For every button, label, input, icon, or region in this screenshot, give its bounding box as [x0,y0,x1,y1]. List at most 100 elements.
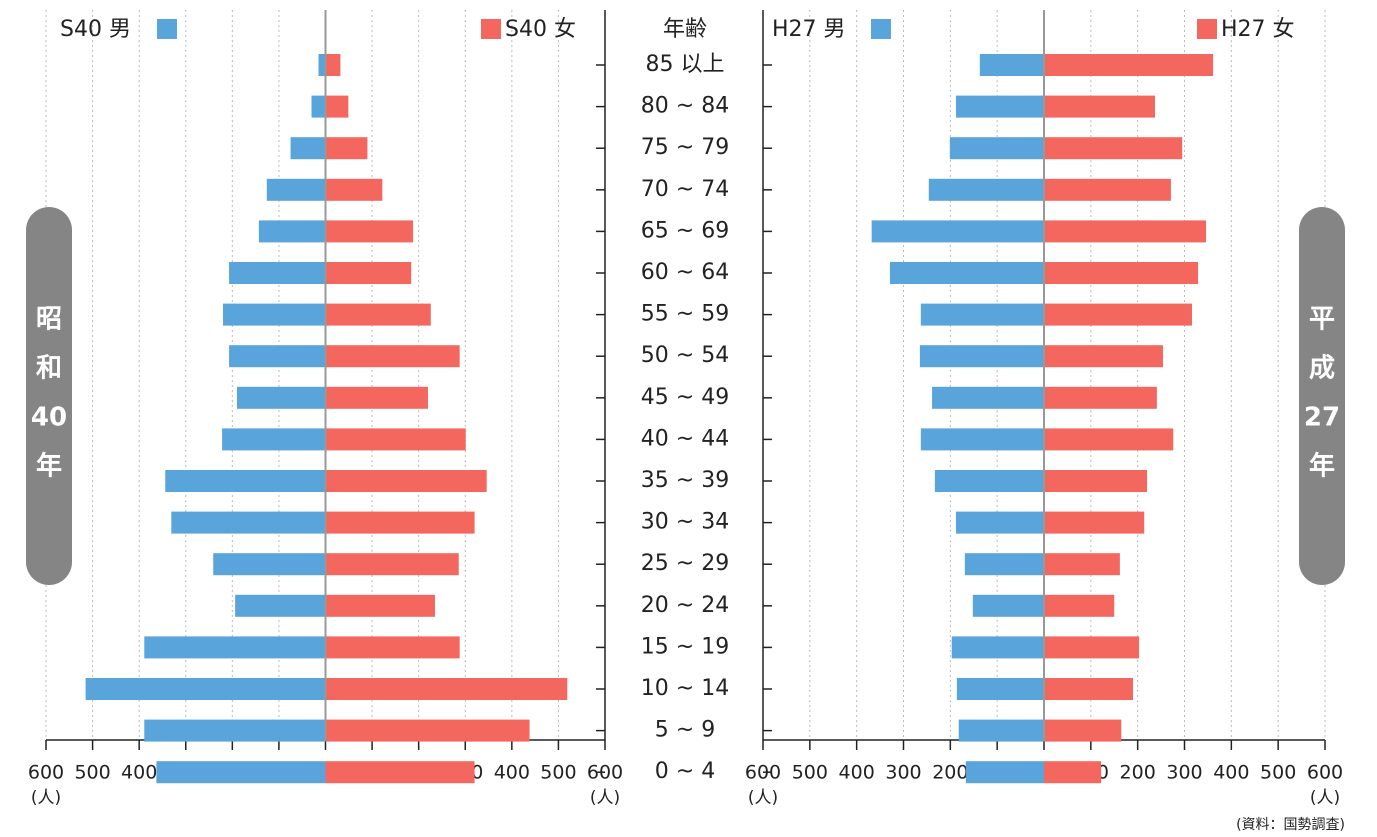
bar [156,761,326,784]
side-label: 成 [1309,354,1335,384]
bar [1044,470,1148,492]
x-tick-label: 400 [839,762,875,784]
bar [949,137,1044,160]
side-label: 年 [36,451,62,482]
bar [229,345,326,368]
y-tick-label: 65 ~ 69 [641,218,729,243]
legend-label: H27 男 [772,17,846,42]
side-pill [26,207,72,585]
y-tick-label: 20 ~ 24 [641,593,729,618]
legend-label: S40 男 [60,17,131,42]
y-tick-label: 15 ~ 19 [641,634,729,659]
bar [318,54,326,76]
source: (資料：国勢調査) [1236,817,1345,833]
side-label: 和 [36,354,62,384]
legend-swatch [481,19,501,39]
y-tick-label: 80 ~ 84 [641,94,729,119]
x-tick-label: 200 [932,762,968,784]
bar [325,303,431,326]
bar [325,95,349,118]
bar [919,345,1044,368]
y-tick-label: 55 ~ 59 [641,302,729,327]
category-title: 年齢 [663,17,707,42]
side-label: 平 [1309,305,1335,335]
legend-swatch [1197,19,1217,39]
bar [871,220,1044,243]
bar [165,470,326,492]
x-tick-label: 500 [1260,762,1296,784]
bar [325,178,383,201]
bar [1044,553,1120,576]
bar [1044,262,1199,284]
bar [1044,594,1115,617]
x-tick-label: 300 [885,762,921,784]
bar [965,761,1044,784]
legend-swatch [157,19,177,39]
x-tick-label: 500 [540,762,576,784]
bar [171,511,326,534]
bar [144,719,326,742]
bar [1044,386,1157,409]
bar [1044,303,1192,326]
side-label: 40 [31,403,67,433]
bar [325,428,466,451]
legend-label: S40 女 [505,17,576,42]
side-label: 年 [1309,451,1335,482]
bar [325,220,414,243]
bar [325,137,368,160]
y-tick-label: 60 ~ 64 [641,260,729,285]
unit-label: (人) [590,788,620,808]
y-tick-label: 30 ~ 34 [641,510,729,535]
y-tick-label: 75 ~ 79 [641,135,729,160]
bar [223,303,326,326]
bar [955,95,1044,118]
bar [889,262,1044,284]
bar [1044,678,1133,700]
bar [920,303,1044,326]
bar [951,636,1044,659]
bar [958,719,1044,742]
x-tick-label: 500 [792,762,828,784]
bar [311,95,326,118]
legend-swatch [871,19,891,39]
bar [956,678,1044,700]
side-label: 27 [1304,403,1340,433]
y-tick-label: 85 以上 [646,52,725,77]
y-tick-label: 0 ~ 4 [655,759,715,784]
bar [325,386,428,409]
bar [325,345,460,368]
bar [1044,636,1140,659]
y-tick-label: 10 ~ 14 [641,676,729,701]
x-tick-label: 200 [1120,762,1156,784]
x-tick-label: 400 [121,762,157,784]
bar [325,553,459,576]
x-tick-label: 500 [74,762,110,784]
y-tick-label: 45 ~ 49 [641,385,729,410]
bar [1044,761,1102,784]
bar [934,470,1044,492]
bar [258,220,326,243]
unit-label: (人) [748,788,778,808]
bar [325,511,475,534]
side-pill [1299,207,1345,585]
bar [144,636,326,659]
x-tick-label: 600 [1307,762,1343,784]
bar [325,262,412,284]
bar [325,636,460,659]
bar [325,594,435,617]
y-tick-label: 40 ~ 44 [641,426,729,451]
legend-label: H27 女 [1221,17,1295,42]
bar [235,594,326,617]
side-label: 昭 [36,305,62,335]
bar [928,178,1044,201]
bar [955,511,1044,534]
bar [932,386,1044,409]
y-tick-label: 70 ~ 74 [641,177,729,202]
y-tick-label: 50 ~ 54 [641,343,729,368]
bar [325,719,530,742]
bar [325,54,341,76]
bar [1044,345,1163,368]
bar [229,262,326,284]
bar [85,678,326,700]
